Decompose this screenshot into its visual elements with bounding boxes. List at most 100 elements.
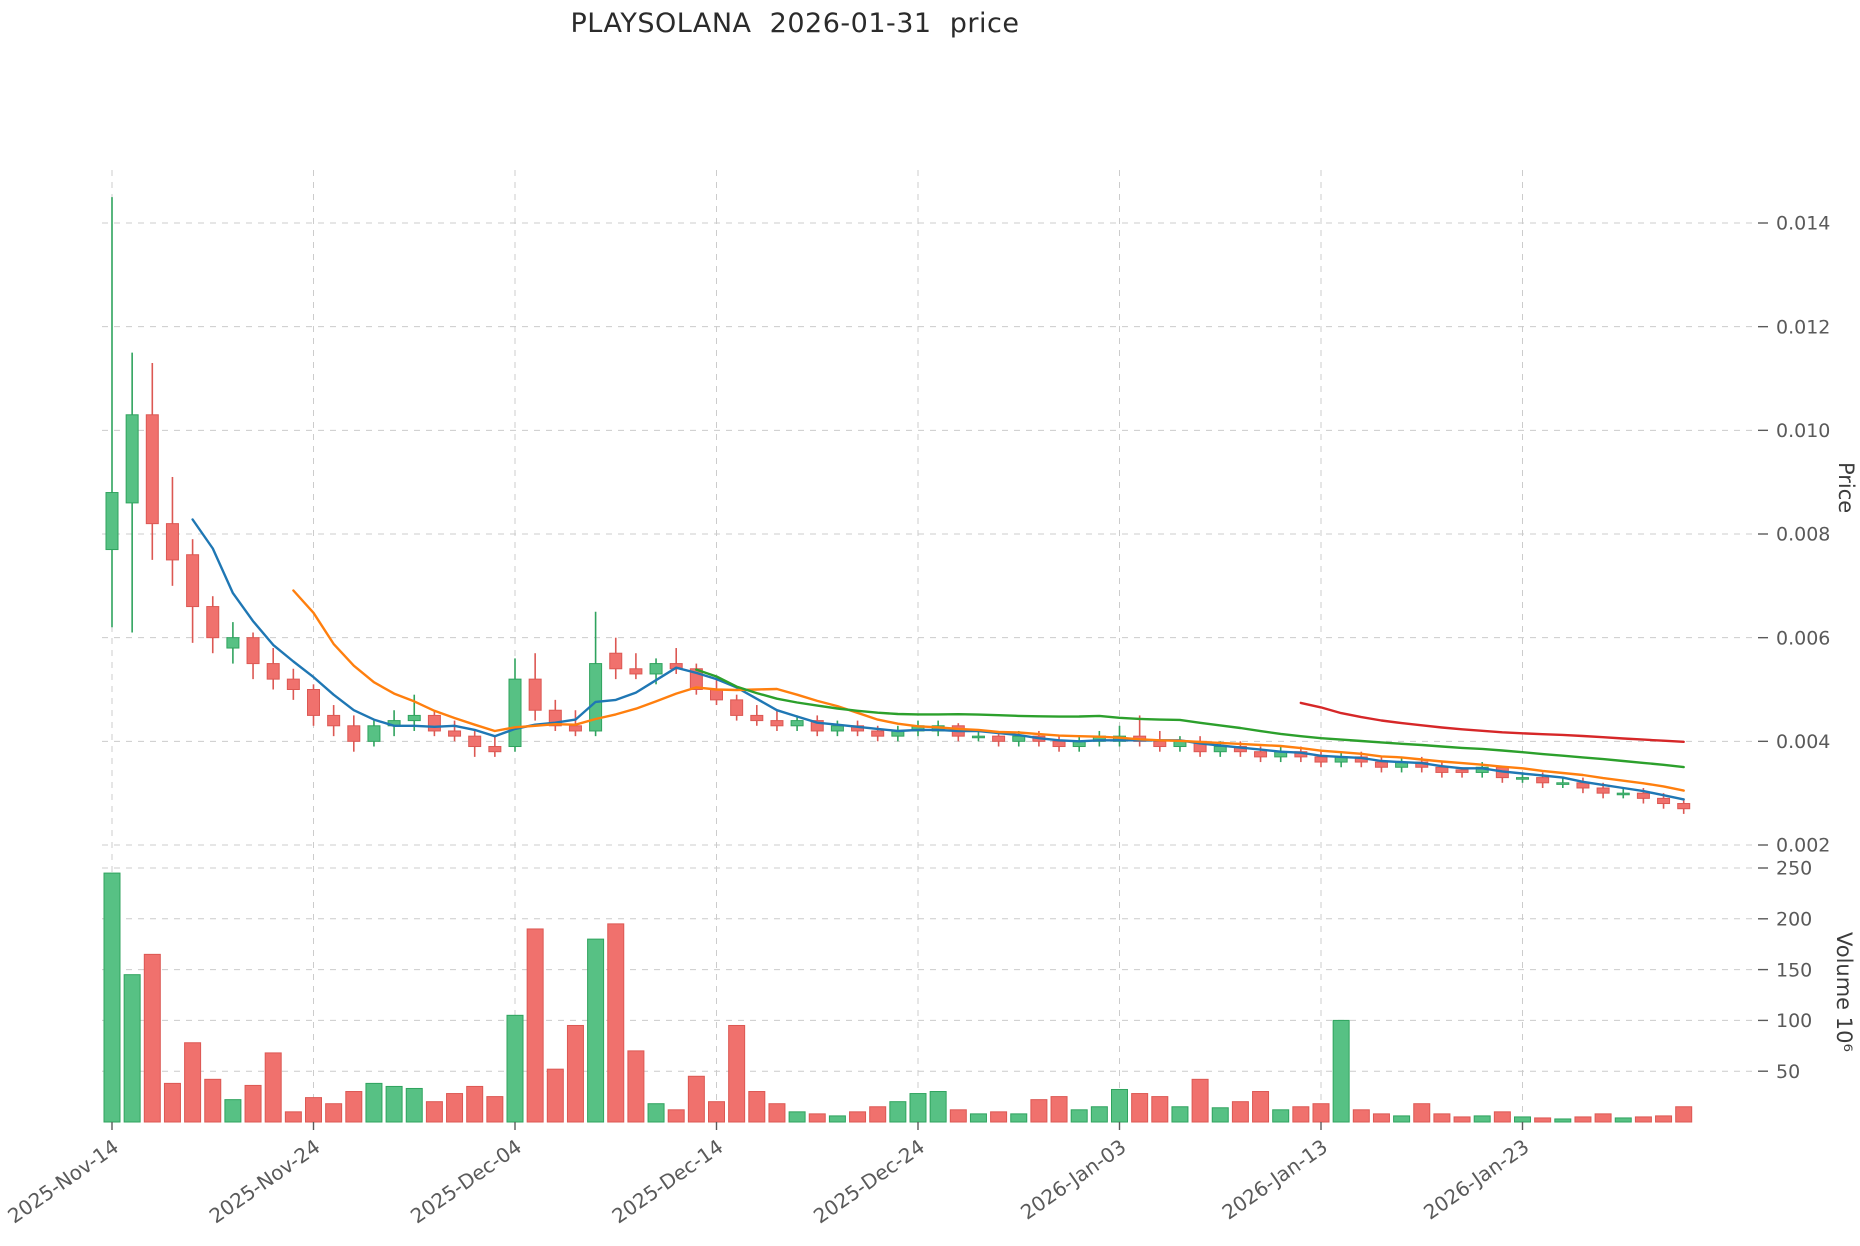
candle-body — [427, 714, 441, 732]
candle-body — [710, 689, 723, 701]
volume-bar — [728, 1024, 746, 1123]
volume-bar — [1413, 1103, 1431, 1123]
volume-bar — [1655, 1115, 1673, 1123]
volume-bar — [1614, 1117, 1632, 1123]
volume-bar — [1433, 1113, 1451, 1123]
candle-body — [1455, 769, 1469, 773]
volume-bar — [305, 1097, 322, 1123]
candle-body — [448, 730, 462, 737]
candle-body — [1435, 766, 1449, 773]
date-tick-label: 2026-Jan-03 — [1016, 1134, 1130, 1224]
volume-bar — [1332, 1019, 1350, 1123]
price-tick-label: 0.004 — [1776, 731, 1830, 753]
volume-bar — [385, 1085, 403, 1123]
volume-bar — [1594, 1113, 1612, 1123]
volume-bar — [184, 1042, 202, 1123]
candle-body — [730, 699, 744, 716]
volume-bar — [466, 1085, 484, 1123]
volume-bar — [990, 1111, 1008, 1123]
candle-body — [508, 678, 522, 748]
volume-bar — [869, 1106, 887, 1123]
candle-body — [125, 414, 139, 504]
volume-bar — [687, 1075, 705, 1123]
candle-body — [145, 414, 159, 525]
volume-bar — [1191, 1078, 1209, 1123]
candle-body — [488, 746, 502, 753]
volume-bar — [1151, 1096, 1169, 1123]
volume-bar — [889, 1101, 907, 1123]
volume-bar — [1211, 1107, 1229, 1123]
volume-bar — [1070, 1109, 1088, 1123]
price-tick-label: 0.006 — [1776, 627, 1830, 649]
volume-bar — [1292, 1106, 1310, 1123]
candle-body — [1636, 792, 1650, 799]
volume-bar — [526, 928, 544, 1123]
volume-bar — [405, 1087, 423, 1123]
volume-bar — [969, 1113, 987, 1123]
volume-bar — [748, 1091, 766, 1123]
candle-body — [1596, 787, 1610, 794]
volume-bar — [788, 1111, 806, 1123]
price-axis-ticks: 0.002 0.004 0.006 0.008 0.010 0.012 0.014 — [1758, 213, 1830, 857]
date-tick-label: 2025-Nov-24 — [205, 1134, 325, 1228]
volume-bar — [849, 1111, 867, 1123]
candle-body — [1254, 751, 1268, 758]
volume-bar — [1372, 1113, 1390, 1123]
volume-bars — [103, 872, 1693, 1123]
candle-body — [1213, 746, 1227, 753]
moving-average-lines — [191, 518, 1685, 801]
volume-bar — [1111, 1088, 1128, 1123]
candle-body — [1556, 782, 1570, 785]
candle-body — [1516, 777, 1529, 780]
ma-5-line — [191, 518, 1685, 801]
volume-tick-label: 150 — [1776, 959, 1812, 981]
price-tick-label: 0.002 — [1776, 835, 1830, 857]
candle-body — [992, 735, 1006, 742]
volume-bar — [1010, 1113, 1028, 1123]
volume-bar — [1231, 1101, 1249, 1123]
volume-bar — [808, 1113, 826, 1123]
candle-body — [830, 725, 844, 732]
volume-tick-label: 200 — [1776, 908, 1812, 930]
volume-bar — [446, 1093, 464, 1123]
volume-bar — [244, 1084, 262, 1123]
volume-bar — [224, 1099, 242, 1123]
volume-bar — [103, 872, 121, 1123]
volume-bar — [123, 974, 141, 1123]
volume-bar — [1272, 1109, 1290, 1123]
candle-body — [1657, 797, 1671, 805]
volume-bar — [1675, 1106, 1693, 1123]
volume-bar — [1393, 1115, 1411, 1123]
volume-bar — [929, 1091, 947, 1123]
candle-body — [810, 720, 824, 732]
volume-bar — [325, 1103, 343, 1123]
candle-body — [1616, 792, 1630, 796]
volume-bar — [1473, 1115, 1491, 1123]
candle-body — [347, 725, 361, 742]
candle-body — [307, 689, 320, 716]
volume-bar — [365, 1082, 383, 1123]
price-axis-label: Price — [1834, 462, 1858, 514]
candle-body — [770, 720, 784, 727]
candle-body — [1052, 740, 1066, 748]
candle-body — [528, 678, 542, 711]
date-tick-label: 2026-Jan-23 — [1419, 1134, 1533, 1224]
volume-axis-ticks: 50 100 150 200 250 — [1758, 858, 1812, 1083]
candle-body — [266, 663, 280, 680]
candle-body — [206, 606, 220, 639]
ma-10-line — [292, 589, 1685, 792]
candle-body — [226, 637, 240, 649]
volume-bar — [204, 1078, 222, 1123]
candle-body — [871, 730, 885, 737]
volume-bar — [1252, 1091, 1270, 1123]
candle-body — [1536, 777, 1550, 784]
candle-body — [468, 735, 482, 748]
candle-body — [165, 523, 179, 561]
chart-title: PLAYSOLANA 2026-01-31 price — [570, 8, 1020, 39]
date-tick-label: 2025-Dec-04 — [406, 1134, 526, 1228]
date-tick-label: 2026-Jan-13 — [1218, 1134, 1332, 1224]
volume-bar — [1453, 1116, 1471, 1123]
volume-bar — [1574, 1116, 1592, 1123]
